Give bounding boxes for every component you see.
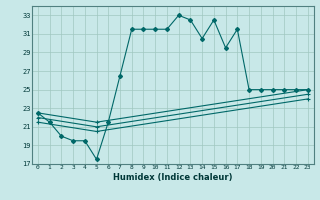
- X-axis label: Humidex (Indice chaleur): Humidex (Indice chaleur): [113, 173, 233, 182]
